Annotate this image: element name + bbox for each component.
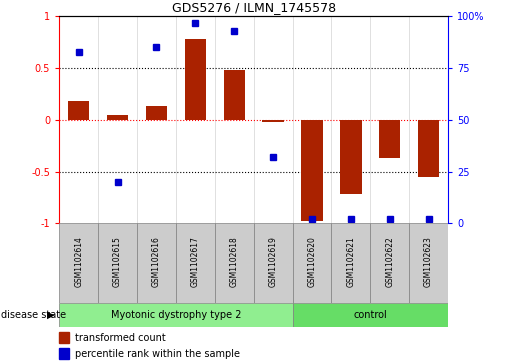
Text: control: control [353,310,387,320]
Text: GSM1102617: GSM1102617 [191,236,200,287]
Text: disease state: disease state [1,310,66,320]
Text: GSM1102623: GSM1102623 [424,236,433,287]
Text: GSM1102622: GSM1102622 [385,236,394,287]
Title: GDS5276 / ILMN_1745578: GDS5276 / ILMN_1745578 [171,1,336,14]
Bar [224,70,245,120]
Text: GSM1102619: GSM1102619 [269,236,278,287]
Text: GSM1102620: GSM1102620 [307,236,316,287]
Bar [301,120,323,221]
Bar [59,332,69,343]
Text: percentile rank within the sample: percentile rank within the sample [75,349,240,359]
Bar [176,223,215,303]
Text: GSM1102615: GSM1102615 [113,236,122,287]
Bar [418,120,439,177]
Text: GSM1102621: GSM1102621 [347,236,355,287]
Bar [262,120,284,122]
Bar [184,39,206,120]
Bar [137,223,176,303]
Bar [409,223,448,303]
Bar [59,223,98,303]
Bar [59,303,293,327]
Text: transformed count: transformed count [75,333,165,343]
Text: GSM1102616: GSM1102616 [152,236,161,287]
Bar [379,120,401,158]
Bar [293,303,448,327]
Bar [370,223,409,303]
Bar [253,223,293,303]
Bar [107,115,128,120]
Bar [146,106,167,120]
Text: Myotonic dystrophy type 2: Myotonic dystrophy type 2 [111,310,241,320]
Bar [293,223,332,303]
Bar [215,223,253,303]
Bar [68,101,90,120]
Bar [332,223,370,303]
Text: GSM1102618: GSM1102618 [230,236,238,287]
Bar [59,348,69,359]
Bar [98,223,137,303]
Text: GSM1102614: GSM1102614 [74,236,83,287]
Bar [340,120,362,194]
Text: ▶: ▶ [46,310,54,320]
